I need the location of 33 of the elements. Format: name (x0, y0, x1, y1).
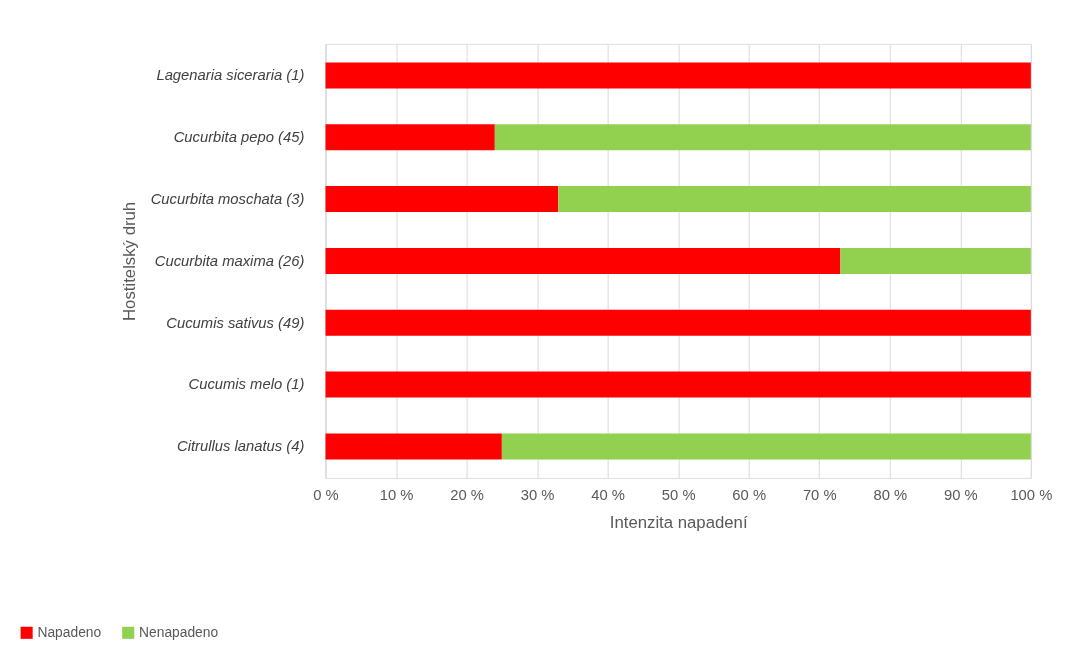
x-tick-label: 90 % (943, 487, 978, 504)
bar (558, 186, 1031, 213)
legend-label: Nenapadeno (139, 623, 219, 640)
x-tick-label: 100 % (1010, 487, 1053, 504)
bar (325, 309, 1031, 336)
y-tick-label: Cucumis melo (1) (188, 376, 305, 393)
bar (325, 186, 559, 213)
bar (325, 62, 1031, 89)
y-tick-label: Lagenaria siceraria (1) (156, 67, 305, 84)
y-tick-label: Cucurbita moschata (3) (150, 191, 305, 208)
x-tick-label: 60 % (732, 487, 767, 504)
bar (494, 124, 1031, 151)
x-tick-label: 0 % (313, 487, 339, 504)
x-axis-title: Intenzita napadení (609, 512, 748, 532)
bar (501, 433, 1031, 460)
x-tick-label: 20 % (450, 487, 484, 504)
x-tick-label: 40 % (591, 487, 625, 504)
y-tick-label: Citrullus lanatus (4) (176, 438, 305, 455)
y-tick-label: Cucurbita pepo (45) (173, 129, 305, 146)
x-tick-label: 30 % (520, 487, 555, 504)
bar (325, 433, 502, 460)
bar (325, 371, 1031, 398)
bar (325, 247, 841, 274)
bar (840, 247, 1031, 274)
x-tick-label: 50 % (661, 487, 696, 504)
y-axis-title: Hostitelský druh (119, 201, 139, 321)
x-tick-label: 10 % (379, 487, 414, 504)
x-tick-label: 70 % (802, 487, 837, 504)
legend-label: Napadeno (37, 623, 102, 640)
x-tick-label: 80 % (873, 487, 908, 504)
bar (325, 124, 495, 151)
y-tick-label: Cucurbita maxima (26) (154, 252, 305, 269)
y-tick-label: Cucumis sativus (49) (166, 314, 305, 331)
